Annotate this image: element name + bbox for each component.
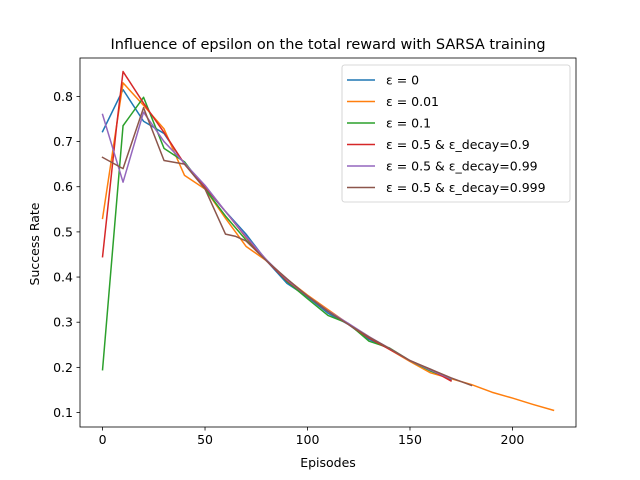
legend: ε = 0 ε = 0.01 ε = 0.1 ε = 0.5 & ε_decay=0.… xyxy=(341,64,571,203)
legend-label-2: ε = 0.1 xyxy=(386,116,431,131)
chart-title: Influence of epsilon on the total reward… xyxy=(110,37,545,53)
series-layer xyxy=(101,70,555,412)
x-tick-label: 200 xyxy=(501,432,525,447)
x-tick-label: 100 xyxy=(296,432,320,447)
legend-label-3: ε = 0.5 & ε_decay=0.9 xyxy=(386,137,530,152)
x-tick-label: 150 xyxy=(398,432,422,447)
y-tick-label: 0.4 xyxy=(53,270,73,285)
y-tick-label: 0.1 xyxy=(53,405,73,420)
legend-label-1: ε = 0.01 xyxy=(386,94,439,109)
x-tick-label: 0 xyxy=(99,432,107,447)
x-axis-label: Episodes xyxy=(300,455,356,470)
y-tick-label: 0.7 xyxy=(53,134,73,149)
legend-label-5: ε = 0.5 & ε_decay=0.999 xyxy=(386,180,546,195)
y-tick-label: 0.6 xyxy=(53,179,73,194)
legend-box xyxy=(341,64,571,203)
plot-frame xyxy=(79,57,577,428)
series-line-5 xyxy=(101,106,473,387)
y-tick-label: 0.3 xyxy=(53,315,73,330)
axes-layer: 0 50 100 150 200 0.1 0.2 0.3 0.4 0.5 0.6 0.7 0.8 xyxy=(53,57,577,447)
y-axis-label: Success Rate xyxy=(27,202,42,285)
legend-label-0: ε = 0 xyxy=(386,73,419,88)
y-tick-label: 0.5 xyxy=(53,224,73,239)
y-tick-label: 0.2 xyxy=(53,360,73,375)
x-tick-label: 50 xyxy=(197,432,213,447)
series-line-1 xyxy=(101,82,555,412)
legend-label-4: ε = 0.5 & ε_decay=0.99 xyxy=(386,159,538,174)
y-tick-label: 0.8 xyxy=(53,89,73,104)
